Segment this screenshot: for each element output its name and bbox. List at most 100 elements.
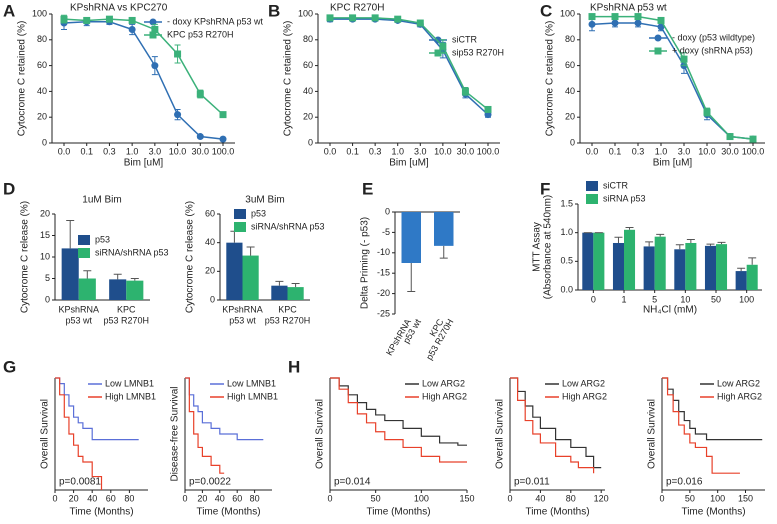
legend-label: siRNA p53 bbox=[603, 193, 646, 203]
legend-label: p53 bbox=[95, 234, 110, 244]
legend-label: High ARG2 bbox=[717, 391, 762, 401]
y-axis-label: Overall Survival bbox=[40, 399, 51, 469]
x-tick-label: 0 bbox=[182, 493, 187, 503]
panel-letter: B bbox=[268, 1, 280, 20]
x-tick-label: 10.0 bbox=[169, 146, 187, 156]
legend-label: siCTR bbox=[452, 34, 477, 44]
bar bbox=[674, 249, 686, 290]
data-point bbox=[461, 87, 469, 95]
data-point bbox=[439, 42, 447, 50]
x-tick-label: 150 bbox=[459, 493, 474, 503]
x-tick-label: 20 bbox=[69, 493, 79, 503]
error-bar bbox=[275, 280, 284, 286]
bar bbox=[612, 242, 624, 290]
error-bar bbox=[748, 257, 757, 265]
y-tick-label: 100 bbox=[298, 8, 313, 18]
y-tick-label: 20 bbox=[40, 208, 50, 218]
y-axis-label: Disease-free Survival bbox=[170, 386, 181, 481]
y-tick-label: 15 bbox=[40, 230, 50, 240]
data-point bbox=[174, 50, 182, 58]
data-point bbox=[434, 49, 442, 57]
x-tick-label: 80 bbox=[566, 493, 576, 503]
data-point bbox=[634, 13, 642, 21]
legend-label: sip53 R270H bbox=[452, 47, 504, 57]
y-tick-label: 20 bbox=[303, 112, 313, 122]
legend-label: - doxy KPshRNA p53 wt bbox=[167, 16, 264, 26]
data-point bbox=[219, 111, 227, 119]
x-tick-label: 120 bbox=[594, 493, 609, 503]
x-tick-label: 100.0 bbox=[212, 146, 235, 156]
y-tick-label: 0.5 bbox=[560, 256, 573, 266]
y-tick-label: 0 bbox=[42, 137, 47, 147]
x-tick-label: 100.0 bbox=[477, 146, 500, 156]
bar bbox=[78, 278, 96, 300]
y-tick-label: 80 bbox=[303, 34, 313, 44]
x-tick-label: 0.0 bbox=[58, 146, 71, 156]
error-bar bbox=[113, 273, 122, 280]
y-axis-label: Cytocrome C retained (%) bbox=[545, 21, 556, 137]
legend-label: + doxy (shRNA p53) bbox=[672, 45, 753, 55]
data-point bbox=[588, 20, 596, 28]
y-tick-label: 40 bbox=[205, 237, 215, 247]
data-point bbox=[588, 13, 596, 21]
legend-label: siCTR bbox=[603, 180, 628, 190]
legend-swatch bbox=[586, 194, 598, 204]
y-axis-label: Overall Survival bbox=[495, 399, 506, 469]
panel-letter: C bbox=[540, 1, 552, 20]
chart-title: KPshRNA vs KPC270 bbox=[70, 3, 168, 14]
error-bar bbox=[246, 246, 255, 256]
x-tick-label: p53 R270H bbox=[103, 315, 149, 325]
survival-curve bbox=[510, 377, 602, 469]
legend-label: High ARG2 bbox=[562, 391, 607, 401]
error-bar bbox=[439, 245, 448, 259]
x-tick-label: 50 bbox=[685, 493, 695, 503]
survival-curve bbox=[662, 377, 763, 441]
bar bbox=[735, 271, 747, 290]
x-tick-label: 0.1 bbox=[346, 146, 359, 156]
legend-label: Low LMNB1 bbox=[105, 378, 154, 388]
x-tick-label: 30.0 bbox=[192, 146, 210, 156]
x-tick-label: 40 bbox=[535, 493, 545, 503]
legend-swatch bbox=[234, 209, 246, 219]
x-tick-label: 3.0 bbox=[414, 146, 427, 156]
x-tick-label: 40 bbox=[215, 493, 225, 503]
x-axis-label: Time (Months) bbox=[525, 507, 589, 518]
bar bbox=[61, 248, 79, 300]
annotation: p=0.011 bbox=[514, 477, 550, 488]
series-line bbox=[592, 15, 754, 140]
error-bar bbox=[230, 230, 239, 243]
x-tick-label: 100 bbox=[414, 493, 429, 503]
x-tick-label: p53 R270H bbox=[265, 315, 311, 325]
error-bar bbox=[66, 219, 75, 249]
data-point bbox=[128, 25, 136, 33]
y-tick-label: -20 bbox=[377, 288, 390, 298]
x-tick-label: 60 bbox=[232, 493, 242, 503]
x-axis-label: Time (Months) bbox=[69, 507, 133, 518]
y-tick-label: 40 bbox=[565, 86, 575, 96]
y-tick-label: 5 bbox=[45, 273, 50, 283]
bar bbox=[643, 246, 655, 290]
y-axis-label: Cytocrome C retained (%) bbox=[283, 21, 294, 137]
error-bar bbox=[130, 278, 139, 281]
error-bar bbox=[656, 233, 665, 237]
legend-label: Low LMNB1 bbox=[227, 378, 276, 388]
series-line bbox=[330, 17, 489, 111]
x-axis-label: Time (Months) bbox=[681, 507, 745, 518]
legend-label: Low ARG2 bbox=[562, 378, 605, 388]
chart-title: KPshRNA p53 wt bbox=[590, 3, 667, 14]
y-tick-label: 40 bbox=[37, 86, 47, 96]
data-point bbox=[105, 15, 113, 23]
legend-swatch bbox=[586, 181, 598, 191]
error-bar bbox=[737, 267, 746, 272]
x-tick-label: 50 bbox=[711, 294, 721, 304]
data-point bbox=[196, 133, 204, 141]
bar bbox=[271, 285, 288, 300]
series-line bbox=[63, 20, 224, 140]
error-bar bbox=[686, 239, 695, 243]
y-tick-label: 100 bbox=[560, 8, 575, 18]
x-tick-label: 100.0 bbox=[742, 146, 765, 156]
y-axis-label: Cytocrome C retained (%) bbox=[17, 21, 28, 137]
x-tick-label: 3.0 bbox=[149, 146, 162, 156]
legend-label: Low ARG2 bbox=[422, 378, 465, 388]
x-tick-label: 0.3 bbox=[103, 146, 116, 156]
